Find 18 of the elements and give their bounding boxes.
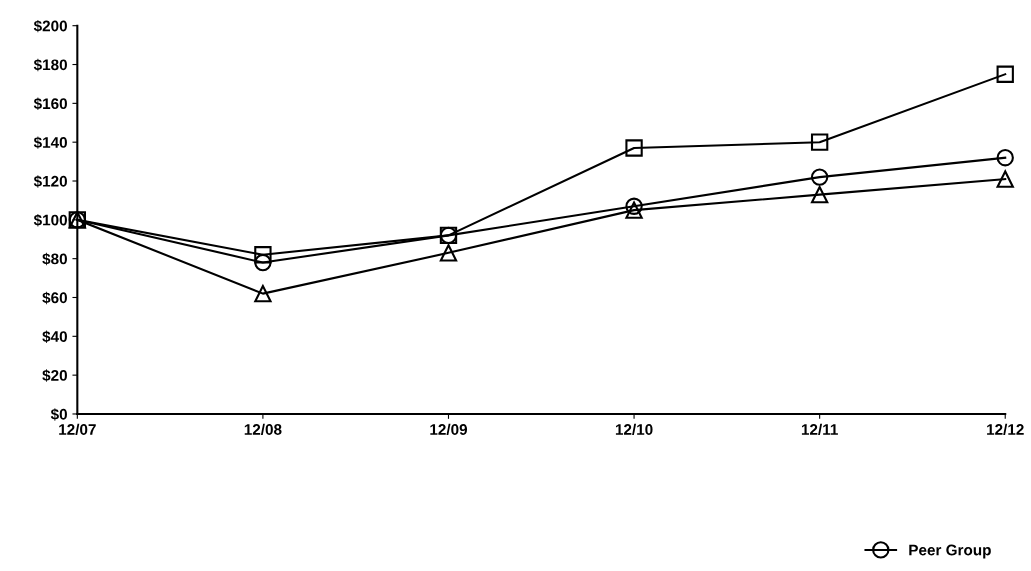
y-tick-label: $200 (33, 19, 67, 33)
x-tick-label: 12/12 (987, 423, 1024, 436)
legend-label: Peer Group (909, 544, 991, 559)
y-tick-label: $0 (50, 408, 67, 421)
y-tick-label: $80 (42, 252, 67, 266)
x-tick-label: 12/09 (430, 423, 468, 436)
y-tick-label: $100 (33, 214, 67, 227)
x-tick-label: 12/10 (615, 423, 653, 436)
x-tick-label: 12/11 (801, 423, 838, 436)
y-tick-label: $60 (42, 291, 67, 305)
x-tick-label: 12/07 (59, 423, 96, 436)
x-tick-label: 12/08 (244, 423, 282, 436)
y-tick-label: $160 (33, 97, 67, 111)
y-tick-label: $20 (42, 369, 67, 382)
y-tick-label: $180 (33, 58, 67, 72)
y-tick-label: $120 (33, 175, 67, 188)
y-tick-label: $140 (33, 136, 67, 149)
y-tick-label: $40 (42, 330, 67, 343)
